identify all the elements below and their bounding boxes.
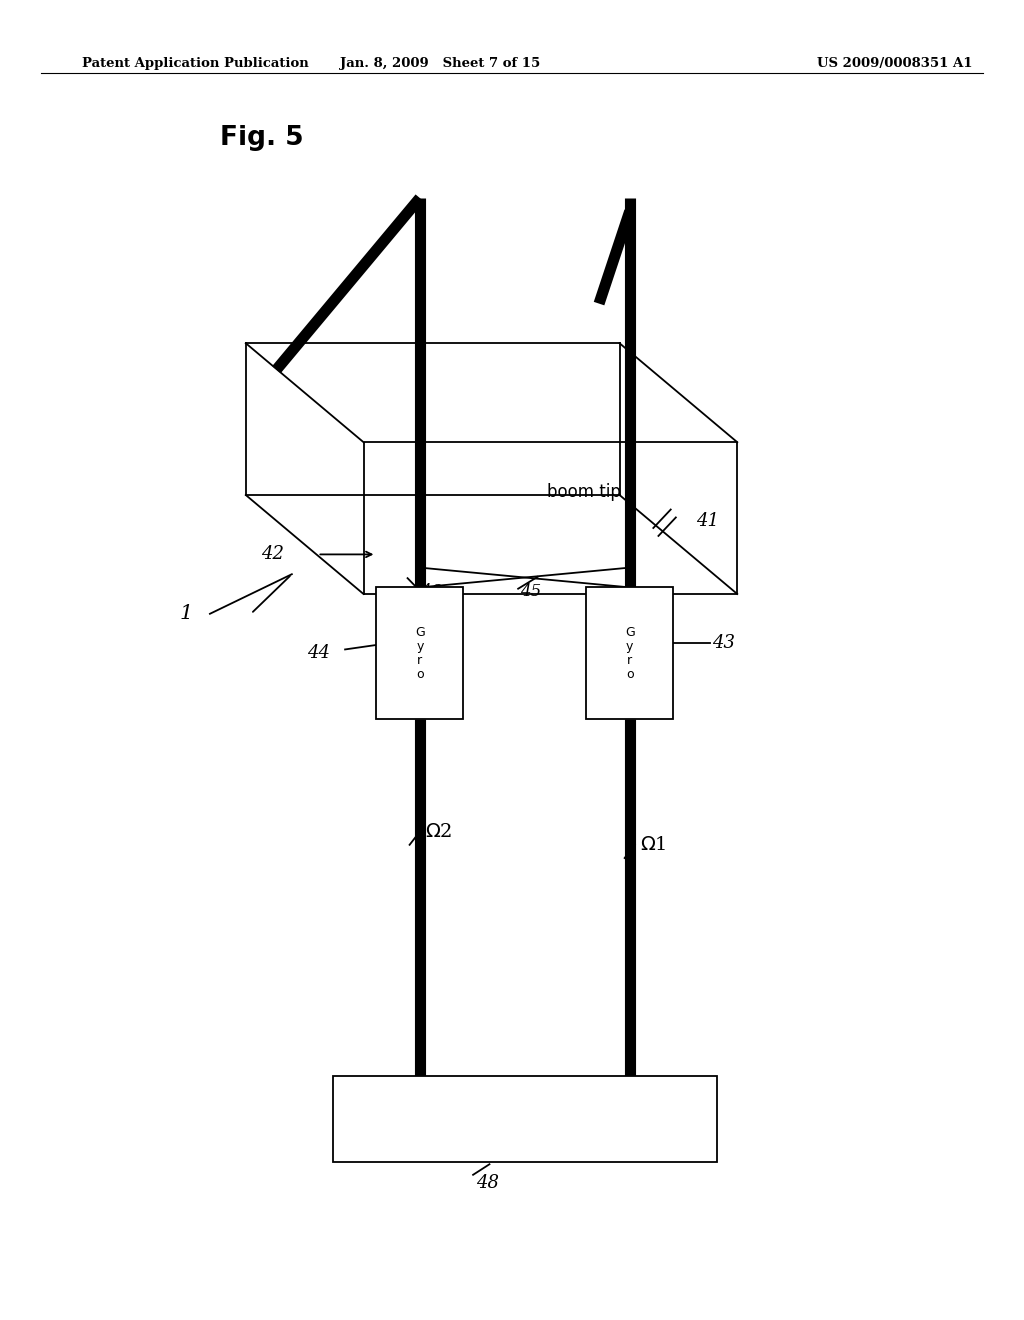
Text: 41: 41 <box>696 512 719 531</box>
Text: $\mathit{\Omega}$2: $\mathit{\Omega}$2 <box>425 822 453 841</box>
Text: 42: 42 <box>261 545 284 564</box>
Text: Jan. 8, 2009   Sheet 7 of 15: Jan. 8, 2009 Sheet 7 of 15 <box>340 57 541 70</box>
Bar <box>333 1076 717 1162</box>
Text: $\mathit{\Omega}$1: $\mathit{\Omega}$1 <box>640 836 667 854</box>
Text: 1: 1 <box>179 605 193 623</box>
Text: US 2009/0008351 A1: US 2009/0008351 A1 <box>817 57 973 70</box>
Text: 45: 45 <box>520 583 542 599</box>
Bar <box>586 587 674 719</box>
Text: Fig. 5: Fig. 5 <box>220 125 304 152</box>
Text: 43: 43 <box>712 634 734 652</box>
Text: G
y
r
o: G y r o <box>415 626 425 681</box>
Text: boom tip: boom tip <box>547 483 621 500</box>
Text: 46: 46 <box>420 583 441 599</box>
Text: 44: 44 <box>307 644 330 663</box>
Text: Patent Application Publication: Patent Application Publication <box>82 57 308 70</box>
Text: G
y
r
o: G y r o <box>625 626 635 681</box>
Bar <box>377 587 463 719</box>
Text: 48: 48 <box>476 1173 499 1192</box>
